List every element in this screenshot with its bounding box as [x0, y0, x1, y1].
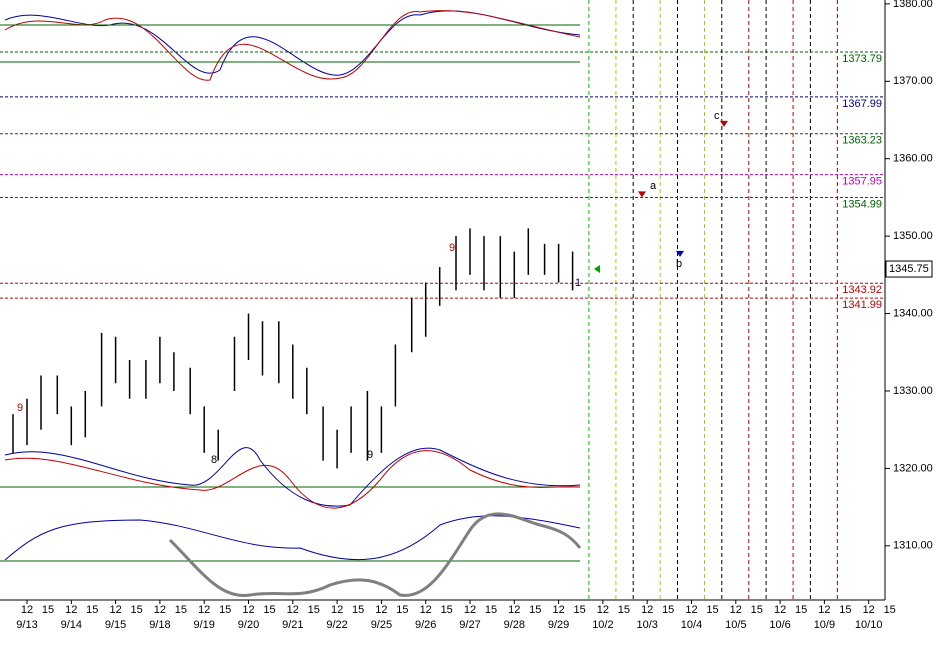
hour-label: 15: [308, 604, 320, 616]
x-tick-label: 9/15: [105, 619, 126, 631]
stoch-line: [4, 10, 581, 81]
x-tick-label: 10/4: [681, 619, 702, 631]
hour-label: 12: [242, 604, 254, 616]
hour-label: 15: [573, 604, 585, 616]
projection-label: a: [650, 180, 657, 192]
indicator-decor: [0, 10, 582, 598]
hour-label: 15: [751, 604, 763, 616]
x-tick-label: 10/6: [769, 619, 790, 631]
hour-label: 15: [396, 604, 408, 616]
hour-label: 12: [109, 604, 121, 616]
hour-label: 12: [774, 604, 786, 616]
hour-label: 15: [884, 604, 896, 616]
osc-line: [168, 512, 582, 598]
level-label: 1354.99: [842, 198, 882, 210]
x-tick-label: 10/3: [636, 619, 657, 631]
x-tick-label: 9/19: [193, 619, 214, 631]
projection-label: b: [676, 258, 682, 270]
x-tick-label: 10/2: [592, 619, 613, 631]
hour-label: 12: [420, 604, 432, 616]
level-label: 1357.95: [842, 175, 882, 187]
level-label: 1373.79: [842, 53, 882, 65]
last-price-box: [885, 260, 933, 278]
hour-label: 15: [42, 604, 54, 616]
hour-label: 15: [219, 604, 231, 616]
y-tick-label: 1370.00: [893, 75, 933, 87]
hour-label: 12: [818, 604, 830, 616]
macd-line: [4, 450, 581, 509]
y-tick-label: 1350.00: [893, 230, 933, 242]
x-tick-label: 10/10: [855, 619, 883, 631]
level-label: 1343.92: [842, 284, 882, 296]
annotation: 9: [367, 449, 373, 461]
x-tick-label: 9/22: [326, 619, 347, 631]
hour-label: 15: [529, 604, 541, 616]
hour-label: 12: [641, 604, 653, 616]
projection-marker: [676, 250, 684, 257]
hour-label: 12: [685, 604, 697, 616]
last-price-arrow: [594, 265, 600, 274]
y-tick-label: 1320.00: [893, 462, 933, 474]
annotation: 9: [449, 242, 455, 254]
hour-label: 12: [21, 604, 33, 616]
hour-label: 12: [65, 604, 77, 616]
hour-label: 12: [552, 604, 564, 616]
hour-label: 12: [198, 604, 210, 616]
annotation: 9: [17, 402, 23, 414]
hour-label: 12: [464, 604, 476, 616]
projection-marker: [638, 191, 646, 198]
hour-label: 12: [863, 604, 875, 616]
hour-label: 15: [706, 604, 718, 616]
y-tick-label: 1360.00: [893, 153, 933, 165]
level-label: 1341.99: [842, 299, 882, 311]
hour-label: 12: [331, 604, 343, 616]
last-price-label: 1345.75: [889, 263, 929, 275]
x-tick-label: 9/14: [61, 619, 82, 631]
y-tick-label: 1380.00: [893, 0, 933, 10]
hour-label: 12: [597, 604, 609, 616]
hour-label: 15: [175, 604, 187, 616]
hour-label: 15: [485, 604, 497, 616]
y-tick-label: 1330.00: [893, 385, 933, 397]
hour-label: 15: [441, 604, 453, 616]
x-tick-label: 9/13: [16, 619, 37, 631]
x-tick-label: 10/9: [814, 619, 835, 631]
hour-label: 12: [375, 604, 387, 616]
projection-label: c: [714, 110, 720, 122]
x-tick-label: 9/25: [371, 619, 392, 631]
macd-line: [4, 447, 581, 507]
annotation: 1: [575, 277, 581, 289]
y-tick-label: 1310.00: [893, 540, 933, 552]
osc-line: [4, 515, 581, 561]
hour-label: 15: [618, 604, 630, 616]
hour-label: 15: [795, 604, 807, 616]
level-label: 1363.23: [842, 135, 882, 147]
level-label: 1367.99: [842, 98, 882, 110]
annotation: 8: [211, 454, 217, 466]
hour-label: 15: [263, 604, 275, 616]
hour-label: 15: [662, 604, 674, 616]
x-tick-label: 9/20: [238, 619, 259, 631]
x-tick-label: 9/26: [415, 619, 436, 631]
hour-label: 15: [839, 604, 851, 616]
hour-label: 12: [287, 604, 299, 616]
x-tick-label: 9/18: [149, 619, 170, 631]
x-tick-label: 9/27: [459, 619, 480, 631]
x-tick-label: 9/28: [504, 619, 525, 631]
x-tick-label: 10/5: [725, 619, 746, 631]
projection-marker: [720, 120, 728, 127]
x-tick-label: 9/29: [548, 619, 569, 631]
hour-label: 15: [352, 604, 364, 616]
y-tick-label: 1340.00: [893, 307, 933, 319]
x-tick-label: 9/21: [282, 619, 303, 631]
hour-label: 12: [730, 604, 742, 616]
hour-label: 12: [508, 604, 520, 616]
hour-label: 15: [130, 604, 142, 616]
hour-label: 15: [86, 604, 98, 616]
hour-label: 12: [154, 604, 166, 616]
